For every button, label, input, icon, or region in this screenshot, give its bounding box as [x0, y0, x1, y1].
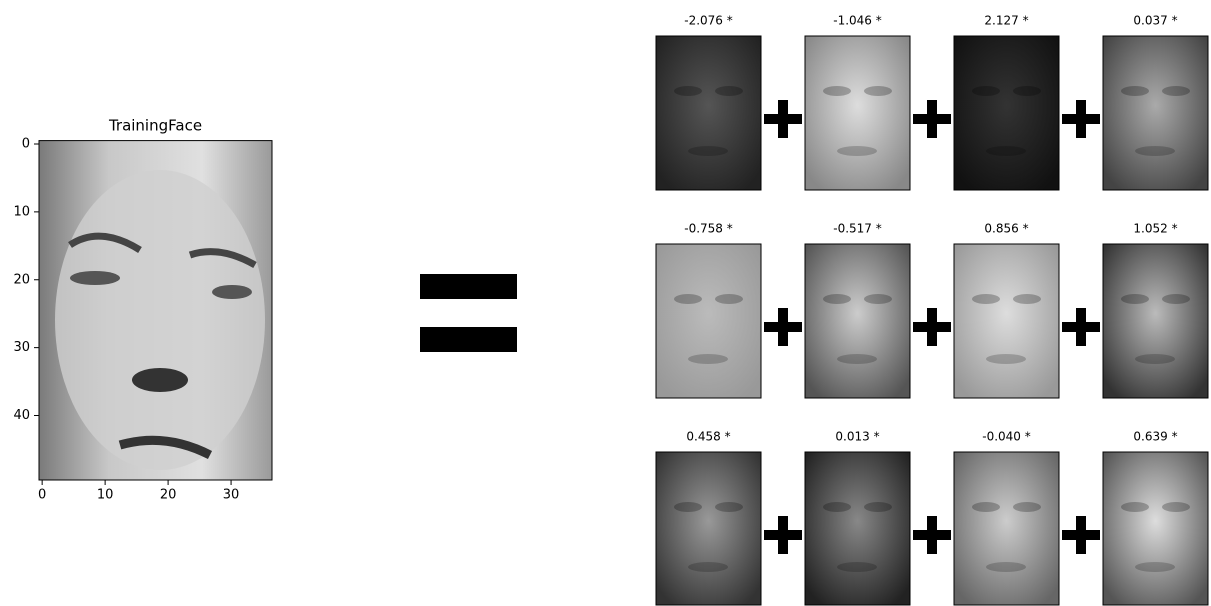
title: TrainingFace	[108, 117, 202, 135]
face-shape	[55, 170, 265, 470]
eye	[1121, 502, 1149, 512]
component-image	[656, 452, 761, 605]
eye	[1013, 502, 1041, 512]
x-tick-label: 0	[38, 488, 46, 503]
component-image	[1103, 244, 1208, 398]
y-tick-label: 30	[13, 340, 30, 355]
eye	[823, 502, 851, 512]
mouth	[986, 146, 1026, 156]
y-tick-label: 20	[13, 272, 30, 287]
training-face: TrainingFace	[39, 117, 272, 481]
coefficient-label: 0.856 *	[984, 222, 1028, 236]
plus-v	[1076, 516, 1086, 554]
mouth	[1135, 146, 1175, 156]
component-image	[805, 452, 910, 605]
eye	[715, 86, 743, 96]
coefficient-label: -1.046 *	[833, 14, 882, 28]
y-tick-label: 40	[13, 408, 30, 423]
mouth	[986, 562, 1026, 572]
mouth	[986, 354, 1026, 364]
coefficient-label: 1.052 *	[1133, 222, 1177, 236]
plus-v	[1076, 308, 1086, 346]
mouth	[1135, 354, 1175, 364]
eye	[1013, 294, 1041, 304]
eye	[1162, 502, 1190, 512]
mouth	[1135, 562, 1175, 572]
coefficient-label: 0.013 *	[835, 430, 879, 444]
mouth	[837, 562, 877, 572]
plus-v	[927, 308, 937, 346]
figure: TrainingFace 0 10 20 30 0 10 20 30 40 -2.076 * -1…	[0, 0, 1211, 606]
component-image	[656, 36, 761, 190]
eye	[70, 271, 120, 285]
component-image	[954, 36, 1059, 190]
eye	[1162, 86, 1190, 96]
eye	[715, 502, 743, 512]
eye	[864, 86, 892, 96]
coefficient-label: 0.458 *	[686, 430, 730, 444]
equals-bar	[420, 327, 517, 352]
eye	[1162, 294, 1190, 304]
eye	[972, 502, 1000, 512]
eye	[823, 294, 851, 304]
mouth	[688, 562, 728, 572]
eye	[1121, 294, 1149, 304]
component-image	[1103, 452, 1208, 605]
eye	[1121, 86, 1149, 96]
plus-v	[778, 100, 788, 138]
coefficient-label: -0.758 *	[684, 222, 733, 236]
component-image	[805, 244, 910, 398]
component-image	[1103, 36, 1208, 190]
coefficient-label: -2.076 *	[684, 14, 733, 28]
coefficient-label: 0.037 *	[1133, 14, 1177, 28]
mouth	[688, 354, 728, 364]
eye	[972, 86, 1000, 96]
plus-v	[778, 308, 788, 346]
eye	[212, 285, 252, 299]
nose	[132, 368, 188, 392]
plus-v	[927, 100, 937, 138]
coefficient-label: -0.517 *	[833, 222, 882, 236]
component-image	[805, 36, 910, 190]
component-grid: -2.076 * -1.046 * 2.127 * 0.037 * -0.758 * -0…	[656, 14, 1208, 606]
component-image	[954, 244, 1059, 398]
component-image	[954, 452, 1059, 605]
eye	[864, 502, 892, 512]
y-tick-label: 10	[13, 204, 30, 219]
eye	[674, 502, 702, 512]
component-image	[656, 244, 761, 398]
x-tick-label: 10	[97, 488, 114, 503]
eye	[972, 294, 1000, 304]
eye	[823, 86, 851, 96]
eye	[674, 294, 702, 304]
x-tick-label: 30	[223, 488, 240, 503]
mouth	[837, 354, 877, 364]
plus-v	[927, 516, 937, 554]
eye	[1013, 86, 1041, 96]
coefficient-label: -0.040 *	[982, 430, 1031, 444]
coefficient-label: 2.127 *	[984, 14, 1028, 28]
equals-bar	[420, 274, 517, 299]
plus-v	[1076, 100, 1086, 138]
mouth	[837, 146, 877, 156]
y-tick-label: 0	[22, 136, 30, 151]
x-tick-label: 20	[160, 488, 177, 503]
plus-v	[778, 516, 788, 554]
eye	[864, 294, 892, 304]
eye	[674, 86, 702, 96]
coefficient-label: 0.639 *	[1133, 430, 1177, 444]
eye	[715, 294, 743, 304]
mouth	[688, 146, 728, 156]
